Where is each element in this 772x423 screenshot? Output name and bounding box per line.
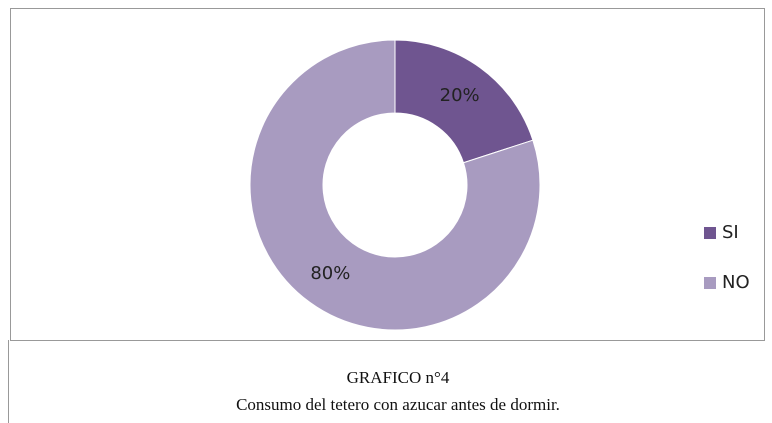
donut-slice bbox=[394, 39, 534, 164]
legend-label: NO bbox=[722, 272, 750, 293]
caption-title: GRAFICO n°4 bbox=[347, 368, 450, 387]
data-label: 20% bbox=[440, 85, 480, 106]
legend-swatch bbox=[704, 227, 716, 239]
legend-swatch bbox=[704, 277, 716, 289]
donut-slice bbox=[249, 39, 541, 331]
data-label: 80% bbox=[310, 263, 350, 284]
caption-subtitle: Consumo del tetero con azucar antes de d… bbox=[236, 395, 560, 414]
legend-label: SI bbox=[722, 222, 739, 243]
